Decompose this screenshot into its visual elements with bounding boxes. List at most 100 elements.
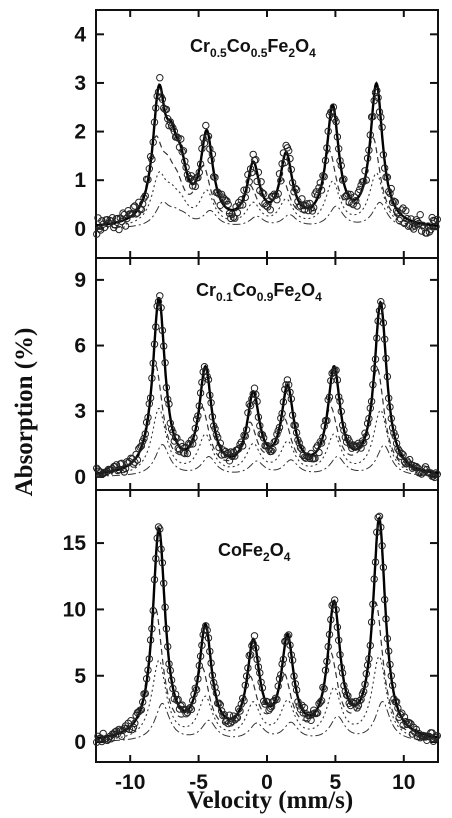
data-point [345, 437, 353, 445]
data-point [277, 177, 285, 185]
data-point [274, 190, 282, 198]
data-point [333, 376, 342, 384]
data-point [199, 134, 207, 142]
component-subspectrum [95, 601, 439, 740]
data-point [211, 173, 219, 182]
y-tick-label: 3 [74, 400, 86, 423]
data-point [332, 606, 340, 614]
data-point [374, 317, 382, 325]
data-point [225, 711, 234, 719]
data-point [169, 124, 177, 132]
data-point [340, 426, 348, 434]
data-point [215, 443, 223, 452]
data-point [388, 424, 397, 432]
data-point [158, 559, 167, 567]
data-point [223, 197, 231, 205]
data-point [140, 434, 148, 443]
data-point [150, 118, 159, 126]
data-point [98, 217, 106, 225]
data-point [173, 434, 181, 442]
data-point [316, 179, 324, 187]
data-point [195, 402, 204, 410]
data-point [406, 455, 414, 464]
data-point [379, 319, 388, 327]
data-point [367, 397, 376, 406]
data-point [273, 695, 281, 704]
data-point [196, 160, 205, 168]
data-point [198, 641, 206, 649]
data-point [386, 660, 394, 669]
data-point [129, 723, 138, 731]
component-subspectrum [96, 407, 439, 476]
data-point [164, 395, 172, 404]
x-tick-label: -10 [115, 771, 145, 794]
y-axis-title: Absorption (%) [11, 328, 38, 497]
data-point [387, 184, 395, 193]
data-point [137, 706, 146, 714]
data-point [308, 207, 317, 215]
data-point [275, 170, 284, 178]
data-point [282, 637, 290, 646]
data-point [141, 689, 150, 698]
data-point [285, 381, 293, 389]
data-point [387, 414, 395, 423]
data-point [358, 437, 367, 445]
data-point [246, 165, 255, 173]
data-point [306, 199, 314, 208]
data-point [394, 208, 402, 217]
data-point [278, 660, 286, 668]
data-point [216, 201, 225, 210]
data-point [167, 676, 176, 684]
data-point [239, 442, 247, 450]
data-point [149, 359, 157, 367]
data-point [360, 687, 368, 696]
data-point [160, 342, 168, 350]
data-point [313, 191, 322, 200]
data-point [379, 151, 388, 159]
data-point [392, 439, 401, 448]
data-point [202, 121, 210, 130]
data-point [267, 703, 276, 711]
data-point [316, 698, 324, 706]
data-point [383, 173, 392, 181]
data-point [196, 389, 205, 397]
data-point [136, 443, 144, 451]
data-point [394, 704, 402, 712]
data-point [157, 545, 165, 553]
data-point [214, 188, 222, 196]
data-point [285, 147, 293, 155]
data-point [199, 631, 207, 639]
data-point [224, 200, 232, 209]
data-point [253, 655, 261, 664]
data-point [361, 167, 369, 175]
data-point [317, 697, 326, 705]
data-point [95, 225, 104, 233]
data-point [407, 215, 415, 223]
data-point [215, 699, 223, 707]
data-point [192, 685, 201, 694]
data-point [390, 429, 398, 437]
data-point [132, 210, 140, 218]
data-point [257, 678, 265, 686]
data-point [164, 642, 172, 651]
data-point [145, 655, 154, 663]
data-point [365, 655, 373, 663]
data-point [399, 451, 407, 459]
data-point [150, 575, 159, 584]
panel-top: 0 1 2 3 4 Cr0.5Co0.5Fe2O4 [74, 9, 441, 259]
data-point [149, 606, 157, 615]
data-point [286, 154, 294, 163]
data-point [394, 445, 402, 453]
data-point [298, 701, 306, 709]
data-point [252, 644, 260, 652]
data-point [332, 366, 340, 374]
data-point [174, 695, 182, 704]
data-point [327, 615, 335, 624]
data-point [311, 454, 319, 463]
data-point [387, 672, 395, 680]
data-point [194, 173, 202, 182]
data-point [377, 523, 385, 531]
data-point [299, 201, 307, 210]
y-tick-label: 1 [74, 169, 86, 192]
